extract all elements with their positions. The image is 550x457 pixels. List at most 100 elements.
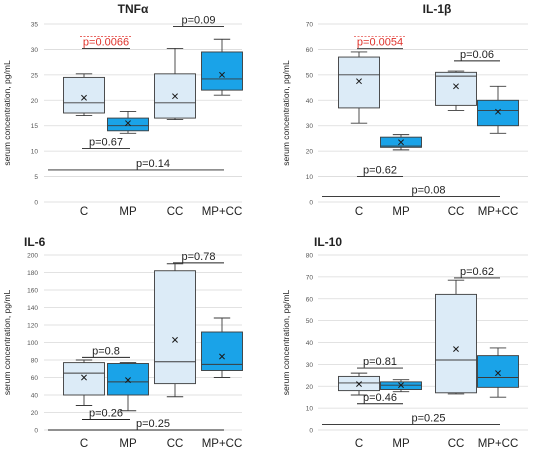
p-value-label: p=0.62 <box>363 165 397 177</box>
y-tick-label: 20 <box>31 410 39 417</box>
mean-marker <box>125 120 131 127</box>
y-tick-label: 10 <box>306 406 314 413</box>
box-3 <box>477 85 519 134</box>
panel-title: IL-6 <box>24 235 46 249</box>
y-tick-label: 70 <box>306 274 314 281</box>
mean-marker <box>398 139 404 146</box>
box-3 <box>201 38 243 96</box>
box-0 <box>63 73 105 116</box>
p-value-label: p=0.14 <box>136 158 170 170</box>
y-axis-label: serum concentration, pg/mL <box>281 60 291 166</box>
y-tick-label: 25 <box>31 72 39 79</box>
box-3 <box>477 347 519 398</box>
y-tick-label: 40 <box>306 98 314 105</box>
y-tick-label: 30 <box>306 362 314 369</box>
box-2 <box>154 47 196 121</box>
category-label: CC <box>167 438 184 450</box>
p-value-label: p=0.81 <box>363 356 397 368</box>
y-tick-label: 40 <box>31 393 39 400</box>
box-3 <box>201 317 243 378</box>
y-tick-label: 20 <box>31 98 39 105</box>
y-tick-label: 35 <box>31 22 39 29</box>
y-tick-label: 60 <box>306 296 314 303</box>
y-tick-label: 0 <box>309 428 313 435</box>
p-value-label: p=0.0066 <box>83 36 129 48</box>
category-label: CC <box>448 206 465 218</box>
y-tick-label: 80 <box>31 358 39 365</box>
box-0 <box>338 372 380 396</box>
y-tick-label: 20 <box>306 149 314 156</box>
category-label: MP+CC <box>478 438 519 450</box>
category-label: MP <box>119 206 137 218</box>
mean-marker <box>172 336 178 343</box>
y-axis-label: serum concentration, pg/mL <box>2 290 12 396</box>
box-2 <box>435 70 477 111</box>
panel-title: TNFα <box>118 2 149 16</box>
box-1 <box>380 134 422 151</box>
mean-marker <box>398 382 404 389</box>
y-tick-label: 10 <box>31 149 39 156</box>
y-tick-label: 100 <box>27 340 38 347</box>
mean-marker <box>495 108 501 115</box>
box-iqr <box>63 362 105 396</box>
chart-panel-2: 0 20 40 60 80 100 120 140 160 180 200 IL-6 serum con… <box>2 235 243 450</box>
mean-marker <box>453 83 459 90</box>
y-tick-label: 0 <box>34 200 38 207</box>
box-iqr <box>435 293 477 394</box>
box-iqr <box>435 71 477 106</box>
mean-marker <box>81 374 87 381</box>
p-value-label: p=0.25 <box>412 413 446 425</box>
y-tick-label: 50 <box>306 72 314 79</box>
box-0 <box>63 359 105 406</box>
p-value-label: p=0.06 <box>460 49 494 61</box>
category-label: MP+CC <box>202 438 243 450</box>
mean-marker <box>219 353 225 360</box>
y-tick-label: 20 <box>306 384 314 391</box>
mean-marker <box>172 93 178 100</box>
box-iqr <box>107 363 149 396</box>
p-value-label: p=0.46 <box>363 392 397 404</box>
box-iqr <box>338 56 380 109</box>
y-tick-label: 200 <box>27 253 38 260</box>
mean-marker <box>495 370 501 377</box>
chart-panel-1: 0 10 20 30 40 50 60 70 IL-1β serum concentration,… <box>281 2 528 218</box>
category-label: CC <box>167 206 184 218</box>
box-iqr <box>107 117 149 132</box>
p-value-label: p=0.25 <box>136 418 170 430</box>
mean-marker <box>81 94 87 101</box>
y-tick-label: 30 <box>306 123 314 130</box>
box-2 <box>154 263 196 398</box>
category-label: MP <box>119 438 137 450</box>
box-1 <box>380 379 422 393</box>
box-iqr <box>477 99 519 127</box>
y-tick-label: 60 <box>306 47 314 54</box>
category-label: CC <box>448 438 465 450</box>
y-tick-label: 50 <box>306 318 314 325</box>
y-tick-label: 0 <box>309 200 313 207</box>
box-1 <box>107 111 149 134</box>
y-tick-label: 10 <box>306 174 314 181</box>
p-value-label: p=0.78 <box>182 251 216 263</box>
category-label: C <box>80 438 88 450</box>
p-value-label: p=0.8 <box>92 345 120 357</box>
category-label: MP <box>392 438 410 450</box>
box-iqr <box>201 51 243 91</box>
y-tick-label: 140 <box>27 305 38 312</box>
box-0 <box>338 51 380 124</box>
y-axis-label: serum concentration, pg/mL <box>2 60 12 166</box>
y-tick-label: 120 <box>27 323 38 330</box>
box-1 <box>107 362 149 412</box>
category-label: C <box>355 206 363 218</box>
p-value-label: p=0.67 <box>89 137 123 149</box>
y-tick-label: 0 <box>34 428 38 435</box>
mean-marker <box>453 346 459 353</box>
mean-marker <box>219 71 225 78</box>
y-axis-label: serum concentration, pg/mL <box>281 290 291 396</box>
p-value-label: p=0.09 <box>182 15 216 27</box>
y-tick-label: 80 <box>306 253 314 260</box>
box-iqr <box>154 270 196 385</box>
panel-title: IL-10 <box>314 235 342 249</box>
y-tick-label: 5 <box>34 174 38 181</box>
mean-marker <box>356 381 362 388</box>
